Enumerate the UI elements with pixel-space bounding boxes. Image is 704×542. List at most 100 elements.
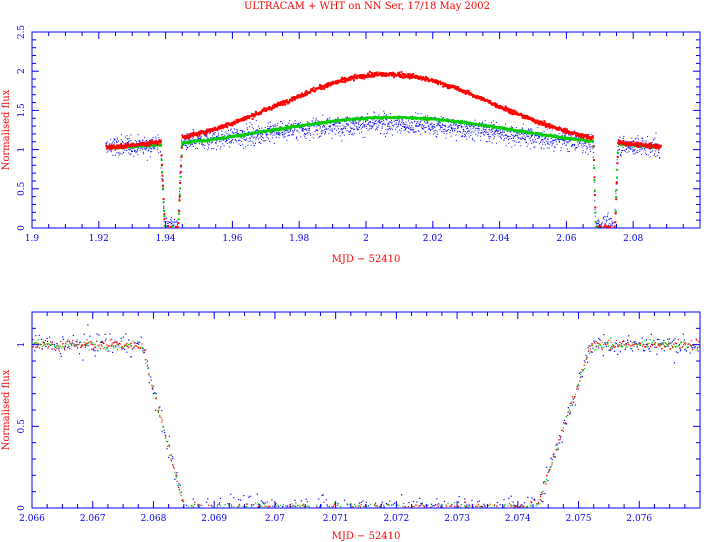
data-point-blue [438, 124, 440, 126]
data-point-blue [437, 121, 439, 123]
data-point-blue [203, 147, 205, 149]
data-point-blue [462, 126, 464, 128]
data-point-blue [379, 122, 381, 124]
data-point-red [127, 143, 130, 146]
data-point-blue [631, 141, 633, 143]
data-point-blue [117, 140, 119, 142]
data-point-blue [120, 139, 122, 141]
data-point-blue [195, 148, 197, 150]
data-point-blue [362, 500, 364, 502]
data-point-blue [624, 149, 626, 151]
data-point-blue [533, 146, 535, 148]
data-point-blue [318, 137, 320, 139]
data-point-blue [53, 343, 56, 346]
data-point-blue [364, 124, 366, 126]
data-point-blue [450, 135, 452, 137]
data-point-blue [298, 123, 300, 125]
data-point-green [279, 129, 282, 132]
data-point-blue [286, 140, 288, 142]
data-point-red [656, 145, 659, 148]
data-point-blue [484, 134, 486, 136]
data-point-blue [266, 133, 268, 135]
data-point-red [370, 71, 373, 74]
data-point-red [369, 74, 372, 77]
data-point-blue [547, 138, 549, 140]
data-point-blue [421, 124, 423, 126]
data-point-blue [427, 121, 429, 123]
data-point-blue [170, 220, 172, 222]
data-point-blue [258, 133, 260, 135]
data-point-green [229, 136, 231, 139]
data-point-blue [422, 128, 424, 130]
data-point-red [161, 163, 163, 166]
data-point-blue [339, 135, 341, 137]
data-point-blue [395, 123, 397, 125]
data-point-blue [236, 141, 238, 143]
data-point-blue [161, 178, 163, 180]
data-point-blue [160, 167, 162, 169]
data-point-blue [503, 499, 505, 501]
data-point-green [465, 120, 468, 123]
data-point-red [613, 225, 616, 228]
data-point-blue [443, 117, 445, 119]
data-point-blue [312, 137, 314, 139]
data-point-blue [570, 135, 572, 137]
data-point-blue [260, 500, 262, 502]
data-point-blue [352, 121, 354, 122]
data-point-blue [549, 141, 551, 143]
data-point-blue [562, 140, 564, 142]
data-point-blue [458, 130, 460, 132]
data-point-blue [505, 145, 507, 147]
data-point-red [457, 86, 460, 89]
data-point-red [412, 73, 415, 75]
data-point-blue [351, 132, 353, 134]
data-point-blue [115, 345, 117, 347]
data-point-blue [633, 153, 635, 155]
data-point-blue [353, 121, 355, 123]
data-point-blue [341, 128, 343, 130]
data-point-blue [495, 129, 497, 131]
data-point-blue [618, 138, 620, 140]
data-point-red [180, 164, 183, 167]
data-point-blue [296, 136, 298, 138]
data-point-red [385, 72, 388, 75]
data-point-blue [387, 123, 389, 125]
data-point-blue [137, 154, 139, 156]
data-point-red [177, 222, 180, 224]
data-point-red [520, 113, 523, 116]
data-point-blue [261, 127, 263, 129]
data-point-red [340, 76, 343, 79]
data-point-blue [127, 140, 129, 142]
data-point-blue [282, 505, 284, 508]
data-point-blue [482, 127, 484, 129]
data-point-red [111, 147, 114, 150]
data-point-blue [388, 125, 390, 127]
data-point-red [565, 128, 568, 131]
data-point-blue [453, 123, 455, 125]
data-point-blue [205, 501, 208, 503]
data-point-red [535, 121, 538, 124]
data-point-blue [87, 345, 89, 347]
data-point-blue [615, 190, 617, 192]
data-point-blue [646, 143, 648, 145]
data-point-blue [206, 141, 208, 143]
data-point-blue [194, 143, 196, 145]
data-point-blue [410, 128, 412, 130]
data-point-blue [356, 127, 358, 129]
data-point-blue [343, 134, 345, 136]
data-point-blue [424, 131, 426, 133]
data-point-blue [250, 504, 253, 506]
data-point-blue [534, 135, 536, 137]
data-point-blue [439, 125, 441, 127]
data-point-blue [537, 135, 539, 137]
data-point-red [465, 90, 467, 93]
data-point-blue [247, 134, 249, 136]
data-point-blue [465, 134, 466, 136]
data-point-blue [443, 500, 446, 502]
data-point-red [305, 90, 308, 92]
data-point-blue [510, 134, 512, 136]
data-point-blue [445, 124, 447, 126]
data-point-blue [368, 124, 370, 126]
data-point-blue [375, 120, 377, 121]
data-point-red [222, 126, 225, 129]
